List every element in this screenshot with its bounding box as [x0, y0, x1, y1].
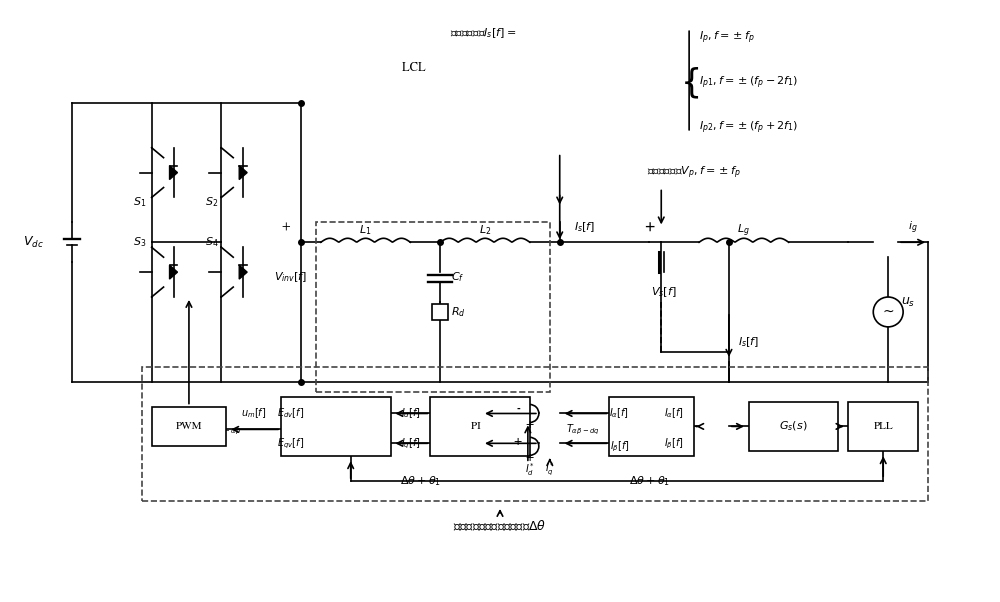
Text: $I_{\beta}[f]$: $I_{\beta}[f]$: [610, 439, 629, 453]
Text: $L_g$: $L_g$: [737, 222, 750, 238]
Text: $E_{dv}[f]$: $E_{dv}[f]$: [277, 406, 305, 420]
Text: $L_1$: $L_1$: [359, 223, 372, 237]
Text: $E_{qv}[f]$: $E_{qv}[f]$: [277, 436, 305, 450]
Text: $I_{\beta}[f]$: $I_{\beta}[f]$: [664, 436, 684, 450]
Text: $I_{\alpha}[f]$: $I_{\alpha}[f]$: [664, 406, 684, 420]
Text: ~: ~: [882, 305, 894, 319]
Text: $L_2$: $L_2$: [479, 223, 491, 237]
Bar: [152, 406, 226, 446]
Text: $I_{p1}, f=\pm(f_p-2f_1)$: $I_{p1}, f=\pm(f_p-2f_1)$: [699, 75, 798, 92]
Text: $\Delta\theta+\theta_1$: $\Delta\theta+\theta_1$: [400, 474, 441, 488]
Text: $u_m[f]$: $u_m[f]$: [241, 406, 266, 420]
Text: $I_d^*$: $I_d^*$: [525, 461, 535, 477]
Text: $I_d[f]$: $I_d[f]$: [401, 406, 420, 420]
Text: $I_q[f]$: $I_q[f]$: [401, 436, 420, 450]
Text: 由扰动电压产生的相角偏差$\Delta\theta$: 由扰动电压产生的相角偏差$\Delta\theta$: [453, 519, 547, 533]
Text: $S_3$: $S_3$: [133, 235, 146, 249]
Text: $G_s(s)$: $G_s(s)$: [779, 420, 808, 433]
Bar: [142, 367, 928, 501]
Text: $S_1$: $S_1$: [133, 196, 146, 209]
Text: PLL: PLL: [873, 421, 893, 431]
Polygon shape: [239, 265, 247, 279]
Bar: [848, 402, 918, 452]
Text: $V_s[f]$: $V_s[f]$: [651, 285, 677, 299]
Text: $C_f$: $C_f$: [451, 270, 465, 284]
Text: PWM: PWM: [176, 421, 202, 431]
Text: $I_s[f]$: $I_s[f]$: [738, 335, 760, 349]
Text: +: +: [526, 420, 534, 429]
Text: 注入扰动电压$V_p, f=\pm f_p$: 注入扰动电压$V_p, f=\pm f_p$: [647, 164, 741, 181]
Text: +: +: [644, 221, 654, 234]
Polygon shape: [239, 166, 247, 179]
Text: $S_2$: $S_2$: [205, 196, 218, 209]
Text: $R_d$: $R_d$: [451, 305, 466, 319]
Text: -: -: [516, 404, 520, 413]
Text: $I_q^*$: $I_q^*$: [545, 461, 555, 478]
Text: 产生响应电流$I_s[f]=$: 产生响应电流$I_s[f]=$: [450, 26, 516, 40]
Bar: [430, 397, 530, 456]
Text: +: +: [282, 222, 290, 233]
Text: $I_{p2}, f=\pm(f_p+2f_1)$: $I_{p2}, f=\pm(f_p+2f_1)$: [699, 120, 798, 136]
Text: $\{$: $\{$: [680, 66, 699, 101]
Text: $\Delta\theta+\theta_1$: $\Delta\theta+\theta_1$: [629, 474, 670, 488]
Circle shape: [521, 438, 539, 455]
Text: $T_{\alpha\beta-dq}$: $T_{\alpha\beta-dq}$: [566, 422, 600, 436]
Text: $T_{dq-\alpha\beta}$: $T_{dq-\alpha\beta}$: [208, 422, 241, 436]
Text: +: +: [526, 453, 534, 462]
Text: +: +: [514, 437, 522, 446]
Bar: [749, 402, 838, 452]
Text: $I_s[f]$: $I_s[f]$: [574, 220, 595, 234]
Circle shape: [873, 297, 903, 327]
Text: 全桥逆变器: 全桥逆变器: [159, 72, 174, 84]
Bar: [281, 397, 391, 456]
Text: $i_g$: $i_g$: [908, 219, 918, 235]
Text: $I_p, f=\pm f_p$: $I_p, f=\pm f_p$: [699, 30, 755, 46]
Circle shape: [521, 405, 539, 423]
Text: $I_{\alpha}[f]$: $I_{\alpha}[f]$: [609, 406, 629, 420]
Text: PI控制器: PI控制器: [471, 421, 489, 431]
Bar: [316, 222, 550, 391]
Text: $u_s$: $u_s$: [901, 296, 915, 309]
Polygon shape: [170, 265, 177, 279]
Bar: [609, 397, 694, 456]
Polygon shape: [170, 166, 177, 179]
Text: $S_4$: $S_4$: [205, 235, 218, 249]
Text: $V_{inv}[f]$: $V_{inv}[f]$: [274, 270, 308, 284]
Text: LCL 滤波器: LCL 滤波器: [402, 62, 438, 74]
Text: $V_{dc}$: $V_{dc}$: [23, 235, 44, 250]
Bar: [432, 304, 448, 320]
